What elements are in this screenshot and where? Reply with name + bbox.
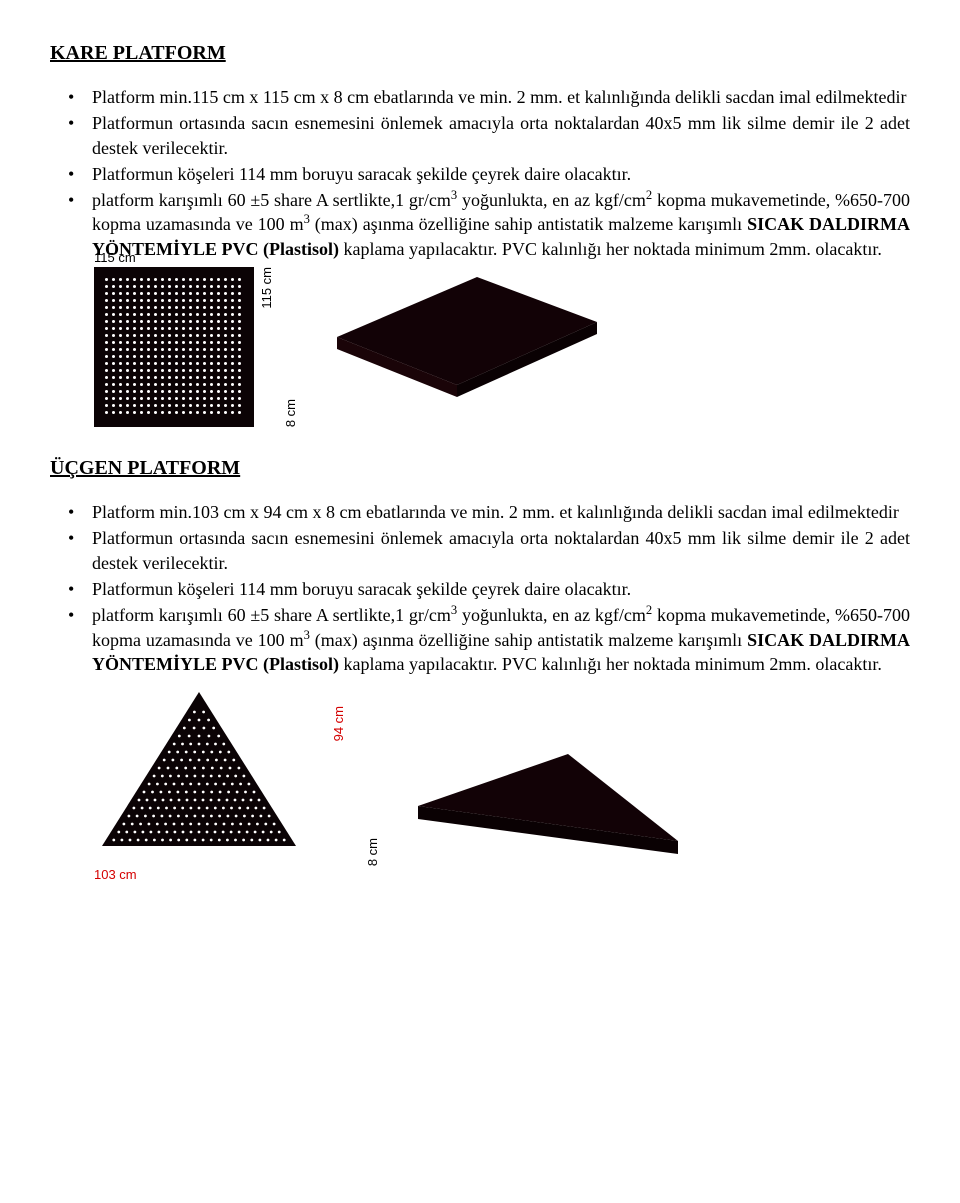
list-item: Platform min.103 cm x 94 cm x 8 cm ebatl… bbox=[92, 500, 910, 524]
section-title-ucgen: ÜÇGEN PLATFORM bbox=[50, 455, 910, 482]
section-title-kare: KARE PLATFORM bbox=[50, 40, 910, 67]
dimension-label-depth: 8 cm bbox=[282, 395, 300, 427]
list-item: Platform min.115 cm x 115 cm x 8 cm ebat… bbox=[92, 85, 910, 109]
list-item: Platformun köşeleri 114 mm boruyu saraca… bbox=[92, 577, 910, 601]
hole-pattern bbox=[105, 278, 243, 416]
dimension-label-depth: 8 cm bbox=[364, 838, 382, 866]
triangle-panel-top-view bbox=[94, 684, 304, 854]
list-item: platform karışımlı 60 ±5 share A sertlik… bbox=[92, 188, 910, 261]
bullet-list-ucgen: Platform min.103 cm x 94 cm x 8 cm ebatl… bbox=[50, 500, 910, 676]
dimension-label-height: 94 cm bbox=[330, 706, 348, 741]
list-item: Platformun köşeleri 114 mm boruyu saraca… bbox=[92, 162, 910, 186]
square-panel-iso-view bbox=[327, 267, 607, 397]
bullet-list-kare: Platform min.115 cm x 115 cm x 8 cm ebat… bbox=[50, 85, 910, 261]
figure-triangle-platform: 94 cm 103 cm 8 cm bbox=[50, 684, 910, 884]
dimension-label-side: 115 cm bbox=[258, 267, 276, 309]
list-item: Platformun ortasında sacın esnemesini ön… bbox=[92, 526, 910, 575]
dimension-label-base: 103 cm bbox=[94, 866, 304, 884]
square-panel-top-view bbox=[94, 267, 254, 427]
list-item: Platformun ortasında sacın esnemesini ön… bbox=[92, 111, 910, 160]
triangle-panel-iso-view bbox=[408, 746, 688, 866]
figure-square-platform: 115 cm 115 cm 8 cm bbox=[50, 267, 910, 427]
dimension-label-top: 115 cm bbox=[94, 249, 136, 267]
list-item: platform karışımlı 60 ±5 share A sertlik… bbox=[92, 603, 910, 676]
